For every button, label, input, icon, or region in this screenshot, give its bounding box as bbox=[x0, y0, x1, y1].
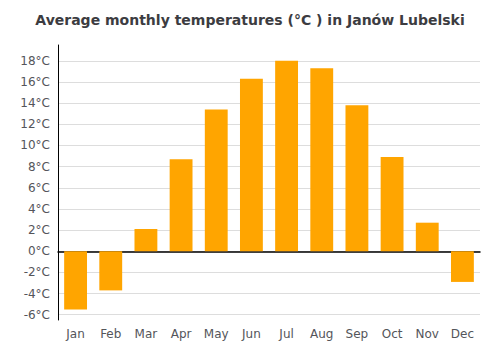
svg-text:May: May bbox=[204, 327, 229, 341]
svg-text:Apr: Apr bbox=[171, 327, 192, 341]
svg-text:Jun: Jun bbox=[241, 327, 261, 341]
svg-text:10°C: 10°C bbox=[20, 138, 50, 152]
svg-text:6°C: 6°C bbox=[28, 181, 50, 195]
svg-text:4°C: 4°C bbox=[28, 202, 50, 216]
svg-text:Oct: Oct bbox=[382, 327, 403, 341]
svg-text:18°C: 18°C bbox=[20, 54, 50, 68]
svg-text:Average monthly temperatures (: Average monthly temperatures (°C ) in Ja… bbox=[35, 12, 464, 28]
svg-text:Feb: Feb bbox=[100, 327, 121, 341]
svg-text:-4°C: -4°C bbox=[24, 287, 50, 301]
svg-text:12°C: 12°C bbox=[20, 117, 50, 131]
svg-text:0°C: 0°C bbox=[28, 244, 50, 258]
svg-text:8°C: 8°C bbox=[28, 160, 50, 174]
svg-text:Dec: Dec bbox=[451, 327, 474, 341]
svg-text:Aug: Aug bbox=[310, 327, 333, 341]
svg-text:2°C: 2°C bbox=[28, 223, 50, 237]
svg-text:-6°C: -6°C bbox=[24, 308, 50, 322]
svg-text:Jul: Jul bbox=[278, 327, 293, 341]
svg-text:Sep: Sep bbox=[346, 327, 369, 341]
svg-text:-2°C: -2°C bbox=[24, 265, 50, 279]
svg-text:Mar: Mar bbox=[135, 327, 158, 341]
svg-text:16°C: 16°C bbox=[20, 75, 50, 89]
svg-text:Nov: Nov bbox=[416, 327, 439, 341]
svg-text:Jan: Jan bbox=[65, 327, 85, 341]
svg-text:14°C: 14°C bbox=[20, 96, 50, 110]
